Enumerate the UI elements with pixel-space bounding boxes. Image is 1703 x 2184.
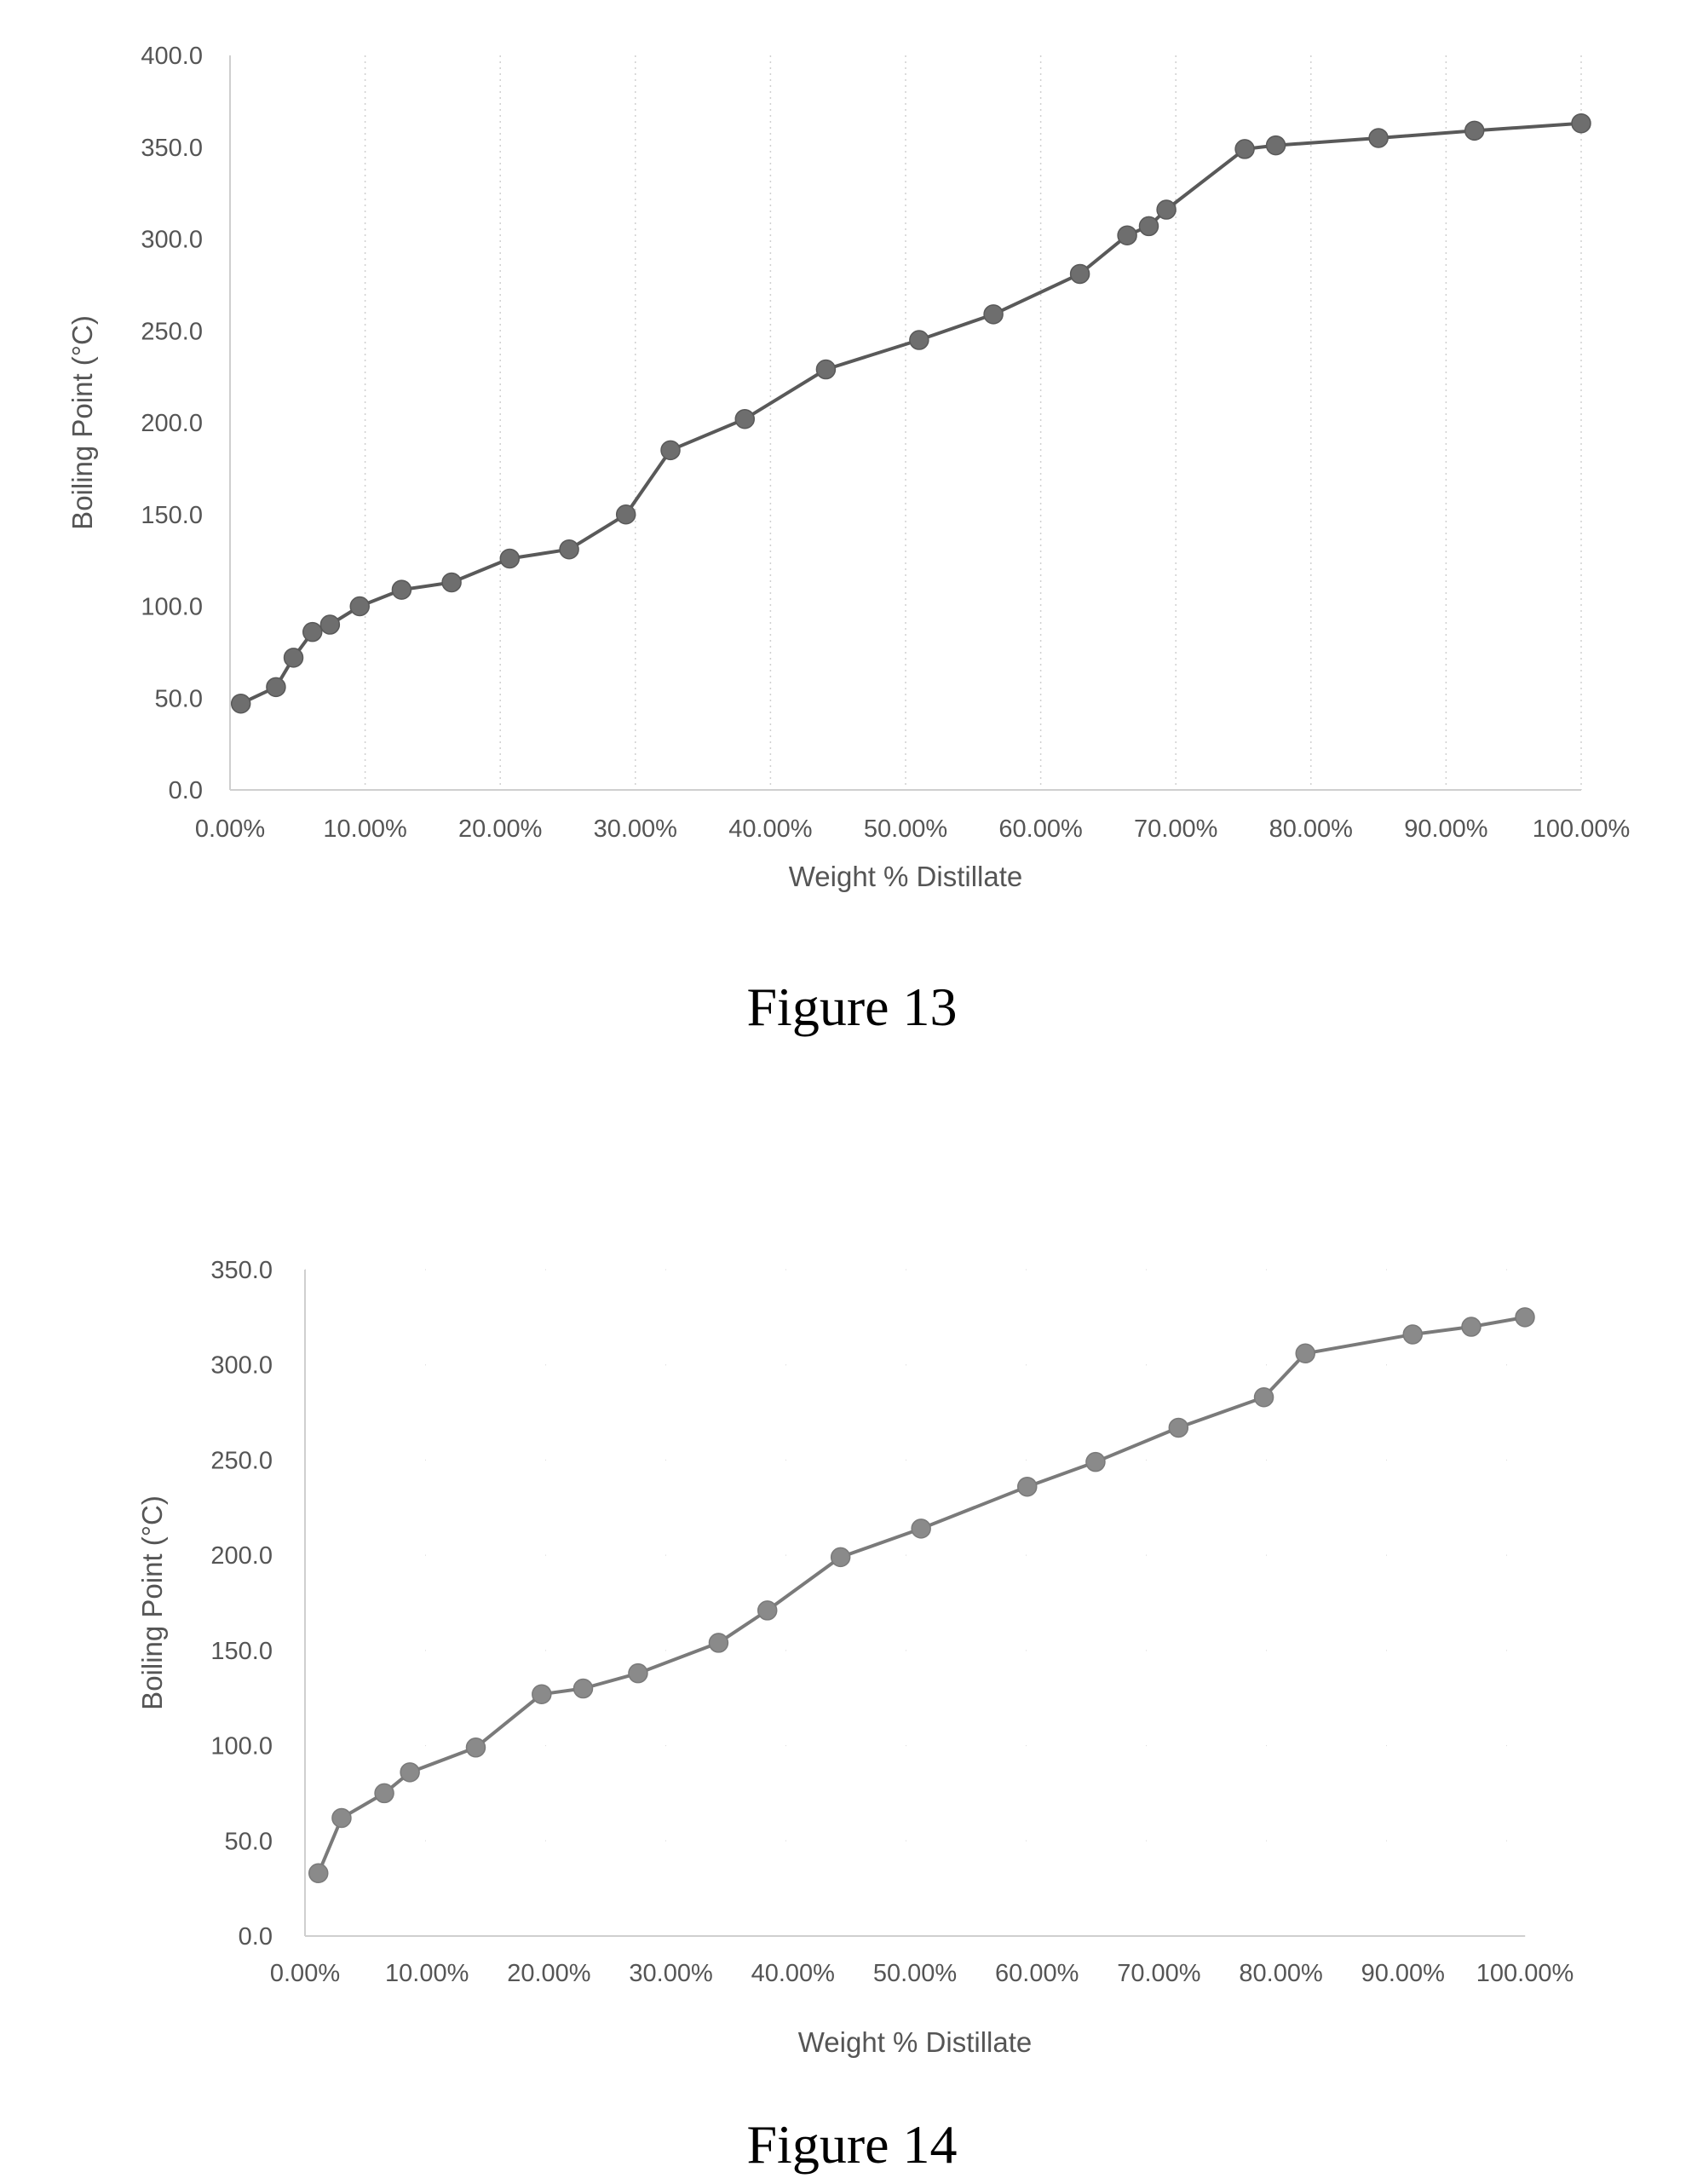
x-tick-label: 80.00%	[1239, 1960, 1322, 1987]
data-point	[1168, 1417, 1189, 1438]
x-tick-label: 90.00%	[1404, 815, 1487, 843]
data-point	[1265, 135, 1286, 156]
x-tick-label: 70.00%	[1117, 1960, 1200, 1987]
y-tick-label: 300.0	[210, 1352, 273, 1380]
data-point	[1016, 1476, 1038, 1497]
data-point	[734, 408, 756, 429]
x-tick-label: 20.00%	[458, 815, 542, 843]
data-point	[331, 1807, 352, 1829]
x-tick-label: 50.00%	[873, 1960, 957, 1987]
x-tick-label: 20.00%	[507, 1960, 590, 1987]
data-point	[909, 330, 929, 350]
x-tick-label: 10.00%	[323, 815, 406, 843]
x-tick-label: 30.00%	[594, 815, 677, 843]
y-tick-label: 0.0	[169, 777, 203, 804]
data-point	[230, 693, 251, 714]
series-line	[316, 1315, 1526, 1875]
y-tick-label: 150.0	[141, 502, 203, 529]
y-tick-label: 250.0	[210, 1447, 273, 1474]
data-point	[615, 504, 636, 525]
data-point	[302, 621, 323, 643]
x-tick-label: 100.00%	[1533, 815, 1631, 843]
data-point	[1085, 1451, 1106, 1472]
figure-caption: Figure 14	[746, 2114, 957, 2175]
data-point	[1571, 112, 1591, 134]
data-point	[1156, 199, 1177, 220]
y-tick-label: 250.0	[141, 318, 203, 345]
data-point	[374, 1783, 394, 1804]
data-point	[757, 1600, 778, 1621]
y-tick-label: 200.0	[141, 410, 203, 437]
data-point	[1402, 1324, 1424, 1345]
data-point	[266, 677, 286, 698]
data-point	[830, 1547, 851, 1568]
data-point	[1295, 1343, 1315, 1364]
data-point	[1368, 128, 1389, 148]
data-point	[815, 359, 837, 380]
data-point	[441, 572, 462, 593]
data-point	[499, 548, 521, 569]
chart-figure-13: 0.00% 10.00% 20.00% 30.00% 40.00% 50.00% 60.00…	[66, 43, 1630, 1037]
data-point	[465, 1737, 486, 1758]
data-point	[319, 614, 341, 635]
x-tick-label: 60.00%	[995, 1960, 1079, 1987]
data-point	[660, 440, 681, 461]
y-tick-label: 100.0	[141, 594, 203, 621]
y-tick-label: 0.0	[239, 1923, 273, 1951]
data-point	[308, 1863, 329, 1884]
data-point	[1234, 139, 1255, 159]
data-point	[628, 1662, 648, 1684]
x-tick-label: 40.00%	[751, 1960, 835, 1987]
data-point	[983, 304, 1004, 325]
y-tick-label: 200.0	[210, 1542, 273, 1570]
x-tick-label: 0.00%	[270, 1960, 340, 1987]
x-tick-label: 60.00%	[998, 815, 1082, 843]
x-tick-label: 0.00%	[195, 815, 265, 843]
data-point	[532, 1684, 552, 1704]
data-point	[400, 1762, 420, 1783]
y-tick-label: 400.0	[141, 43, 203, 70]
x-tick-label: 30.00%	[629, 1960, 712, 1987]
y-tick-label: 350.0	[141, 135, 203, 162]
y-tick-label: 50.0	[155, 685, 203, 712]
chart-figure-14: 0.00% 10.00% 20.00% 30.00% 40.00% 50.00% 60.00…	[136, 1257, 1574, 2175]
data-point	[1464, 120, 1485, 141]
x-tick-label: 10.00%	[385, 1960, 469, 1987]
x-tick-label: 50.00%	[864, 815, 947, 843]
data-point	[1069, 263, 1090, 285]
y-axis-title: Boiling Point (°C)	[66, 315, 98, 530]
y-tick-label: 300.0	[141, 227, 203, 254]
data-point	[559, 539, 579, 560]
x-tick-label: 90.00%	[1361, 1960, 1445, 1987]
x-tick-label: 80.00%	[1269, 815, 1353, 843]
data-point	[1117, 225, 1137, 245]
data-point	[1253, 1386, 1274, 1408]
figure-caption: Figure 13	[746, 977, 957, 1037]
x-axis-title: Weight % Distillate	[789, 861, 1023, 892]
data-point	[391, 579, 412, 600]
x-tick-label: 40.00%	[728, 815, 812, 843]
data-point	[1138, 216, 1159, 237]
series-line	[239, 121, 1582, 706]
data-point	[283, 648, 304, 668]
data-point	[1461, 1317, 1481, 1337]
y-tick-label: 150.0	[210, 1638, 273, 1665]
data-point	[911, 1518, 931, 1539]
y-tick-label: 350.0	[210, 1257, 273, 1284]
data-point	[1515, 1307, 1535, 1328]
y-axis-title: Boiling Point (°C)	[136, 1495, 168, 1710]
data-point	[572, 1678, 594, 1699]
data-point	[708, 1633, 729, 1653]
data-point	[349, 596, 371, 617]
y-tick-label: 50.0	[225, 1828, 273, 1855]
x-tick-label: 100.00%	[1476, 1960, 1574, 1987]
x-axis-title: Weight % Distillate	[798, 2026, 1033, 2058]
x-tick-label: 70.00%	[1134, 815, 1217, 843]
y-tick-label: 100.0	[210, 1733, 273, 1760]
